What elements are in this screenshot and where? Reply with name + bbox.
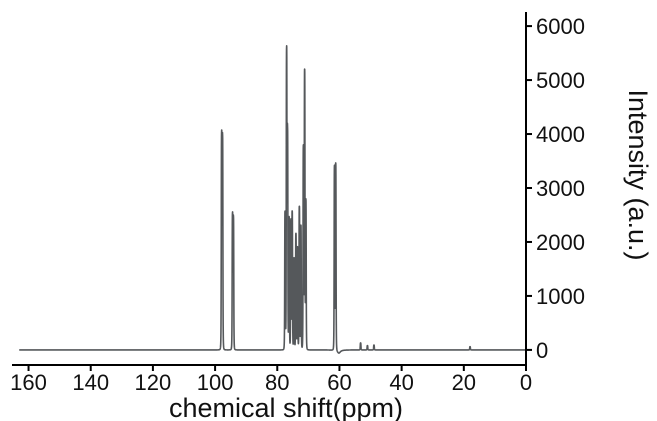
y-axis-title: Intensity (a.u.) [623,89,653,260]
y-tick-label: 5000 [536,68,585,93]
x-tick-label: 160 [10,370,47,395]
x-tick-label: 80 [265,370,289,395]
x-tick-label: 60 [327,370,351,395]
y-tick-label: 2000 [536,230,585,255]
y-tick-label: 0 [536,338,548,363]
x-tick-label: 100 [197,370,234,395]
axis-layer: 160 140 120 100 80 60 40 20 00100020003000400050… [10,12,585,395]
plot-layer [18,44,527,354]
x-tick-label: 40 [389,370,413,395]
x-tick-label: 140 [72,370,109,395]
spectrum-line [18,44,527,354]
y-tick-label: 6000 [536,14,585,39]
y-tick-label: 1000 [536,284,585,309]
y-tick-label: 3000 [536,176,585,201]
y-tick-label: 4000 [536,122,585,147]
x-tick-label: 20 [452,370,476,395]
x-tick-label: 0 [520,370,532,395]
x-axis-title: chemical shift(ppm) [169,393,403,421]
x-tick-label: 120 [135,370,172,395]
